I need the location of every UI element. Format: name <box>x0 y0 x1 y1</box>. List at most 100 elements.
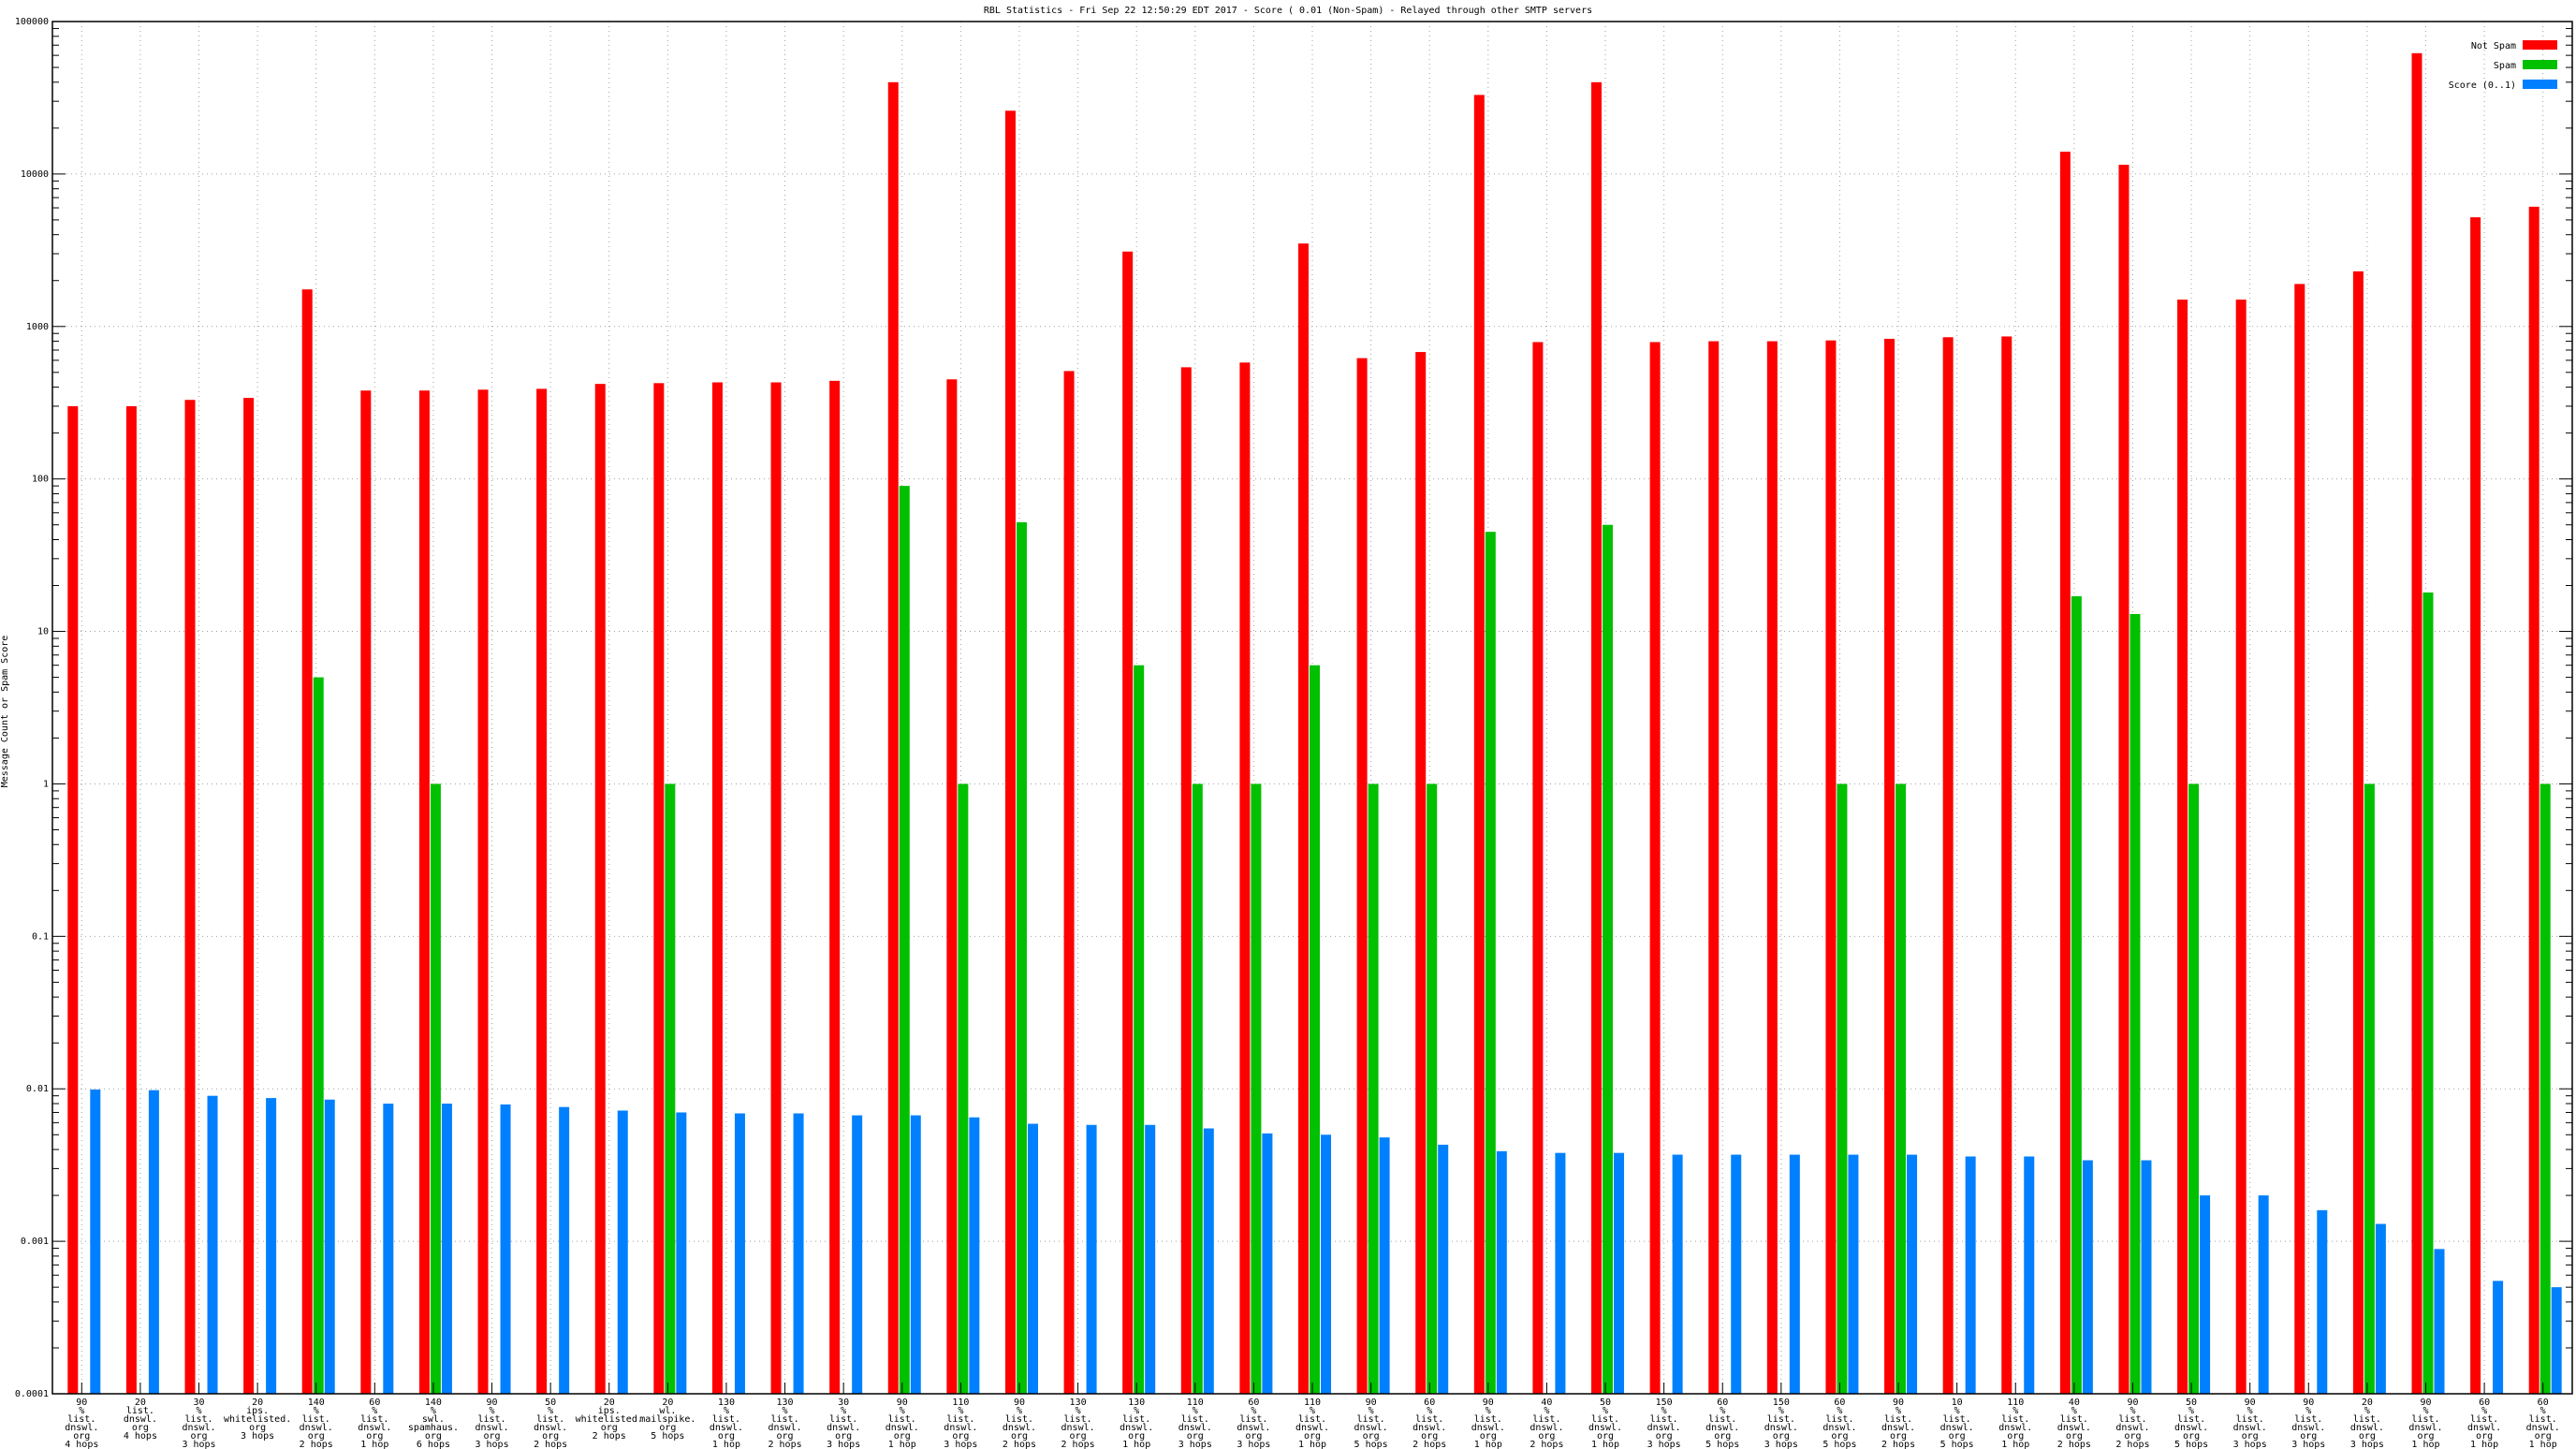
bar-spam <box>1310 665 1320 1394</box>
x-tick-label-line: % <box>431 1406 436 1416</box>
bar-spam <box>1016 521 1027 1394</box>
x-tick-label-line: org <box>1304 1431 1321 1442</box>
x-tick-label-line: list. <box>2411 1414 2439 1425</box>
x-tick-label-line: list. <box>1532 1414 1560 1425</box>
x-tick-label-line: 20 <box>662 1398 673 1408</box>
x-tick-label: 60% list. dnswl. org 1 hop <box>2467 1398 2501 1449</box>
x-tick-label-line: 40 <box>2069 1398 2080 1408</box>
bar-spam <box>313 677 324 1394</box>
x-tick-label-line: % <box>958 1406 963 1416</box>
x-tick-label-line: % <box>1954 1406 1960 1416</box>
bar-not-spam <box>1649 342 1661 1395</box>
bar-not-spam <box>2294 284 2305 1394</box>
bar-not-spam <box>1063 371 1075 1394</box>
x-tick-label-line: org <box>132 1423 149 1433</box>
x-tick-label-line: org <box>308 1431 325 1442</box>
x-tick-label-line: dnswl. <box>2350 1423 2384 1433</box>
x-tick-label-line: org <box>542 1431 559 1442</box>
x-tick-label-line: % <box>1778 1406 1784 1416</box>
y-tick-label: 100000 <box>15 17 49 27</box>
x-tick-label: 90% list. dnswl. org 2 hops <box>1881 1398 1915 1449</box>
bar-not-spam <box>1825 340 1837 1394</box>
legend-label: Score (0..1) <box>2449 80 2516 91</box>
x-tick-label-line: list. <box>477 1414 505 1425</box>
x-tick-label-line: org <box>2300 1431 2317 1442</box>
x-tick-label-line: org <box>2242 1431 2259 1442</box>
x-tick-label-line: 110 <box>1187 1398 1204 1408</box>
x-tick-label-line: list. <box>1591 1414 1619 1425</box>
x-tick-label-line: dnswl. <box>827 1423 860 1433</box>
x-tick-label-line: list. <box>2470 1414 2498 1425</box>
x-tick-label-line: swl. <box>422 1414 445 1425</box>
x-tick-label-line: % <box>900 1406 905 1416</box>
x-tick-label-line: dnswl. <box>1764 1423 1798 1433</box>
x-tick-label-line: 90 <box>76 1398 87 1408</box>
x-tick-label-line: % <box>2422 1406 2428 1416</box>
bar-not-spam <box>1473 95 1485 1395</box>
x-tick-label: 110% list. dnswl. org 3 hops <box>1178 1398 1212 1449</box>
x-tick-label-line: 150 <box>1656 1398 1673 1408</box>
x-tick-label-line: % <box>1427 1406 1432 1416</box>
bar-score-0-1 <box>90 1089 101 1394</box>
x-tick-label: 60% list. dnswl. org 2 hops <box>1412 1398 1446 1449</box>
x-tick-label-line: org <box>2359 1431 2376 1442</box>
x-tick-label-line: list. <box>1064 1414 1092 1425</box>
x-tick-label-line: list. <box>1239 1414 1267 1425</box>
x-tick-label-line: 5 hops <box>1822 1440 1856 1449</box>
x-tick-label-line: mailspike. <box>639 1414 695 1425</box>
bar-not-spam <box>418 390 430 1395</box>
bar-score-0-1 <box>2375 1223 2386 1394</box>
bar-score-0-1 <box>1789 1154 1800 1394</box>
x-tick-label-line: org <box>659 1423 676 1433</box>
x-tick-label: 150% list. dnswl. org 3 hops <box>1647 1398 1681 1449</box>
x-tick-label: 50% list. dnswl. org 2 hops <box>534 1398 567 1449</box>
x-tick-label-line: org <box>249 1423 266 1433</box>
x-tick-label-line: 1 hop <box>360 1440 388 1449</box>
bar-not-spam <box>2177 300 2188 1394</box>
x-tick-label-line: dnswl. <box>886 1423 919 1433</box>
x-tick-label-line: % <box>1720 1406 1725 1416</box>
x-tick-label-line: % <box>1895 1406 1901 1416</box>
bar-score-0-1 <box>500 1104 511 1394</box>
x-tick-label-line: org <box>1597 1431 1614 1442</box>
bar-not-spam <box>1532 342 1544 1395</box>
x-tick-label-line: % <box>1837 1406 1842 1416</box>
x-tick-label-line: org <box>2124 1431 2141 1442</box>
x-tick-label-line: list. <box>536 1414 564 1425</box>
x-tick-label-line: org <box>366 1431 383 1442</box>
x-tick-label-line: % <box>1486 1406 1491 1416</box>
x-tick-label-line: org <box>2476 1431 2493 1442</box>
bar-not-spam <box>1180 367 1192 1394</box>
x-tick-label-line: 2 hops <box>534 1440 567 1449</box>
bar-score-0-1 <box>2024 1156 2035 1394</box>
x-tick-label-line: org <box>484 1431 501 1442</box>
x-tick-label-line: whitelisted. <box>224 1414 291 1425</box>
bar-score-0-1 <box>1731 1154 1742 1394</box>
x-tick-label-line: % <box>1017 1406 1022 1416</box>
x-tick-label-line: 140 <box>425 1398 442 1408</box>
x-tick-label-line: org <box>1831 1431 1848 1442</box>
bar-spam <box>2071 596 2082 1394</box>
x-tick-label-line: 20 <box>252 1398 263 1408</box>
x-tick-label-line: org <box>1538 1431 1555 1442</box>
x-tick-label-line: 1 hop <box>2529 1440 2557 1449</box>
x-tick-label-line: % <box>2481 1406 2487 1416</box>
bar-score-0-1 <box>676 1112 687 1394</box>
x-tick-label-line: 3 hops <box>1647 1440 1681 1449</box>
bar-score-0-1 <box>2317 1209 2328 1394</box>
x-tick-label: 90% list. dnswl. org 2 hops <box>2115 1398 2149 1449</box>
x-tick-label-line: org <box>1128 1431 1145 1442</box>
x-tick-label-line: 20 <box>604 1398 615 1408</box>
x-tick-label-line: 60 <box>2538 1398 2549 1408</box>
x-tick-label-line: 90 <box>2303 1398 2314 1408</box>
x-tick-label-line: list. <box>2353 1414 2381 1425</box>
bar-not-spam <box>477 389 489 1394</box>
x-tick-label-line: % <box>1076 1406 1081 1416</box>
x-tick-label-line: list. <box>712 1414 740 1425</box>
y-tick-label: 1 <box>43 779 49 789</box>
bar-score-0-1 <box>2258 1195 2269 1394</box>
x-tick-label: 60% list. dnswl. org 1 hop <box>358 1398 391 1449</box>
x-tick-label-line: org <box>952 1431 969 1442</box>
bar-not-spam <box>243 398 255 1394</box>
x-tick-label-line: 90 <box>1483 1398 1494 1408</box>
